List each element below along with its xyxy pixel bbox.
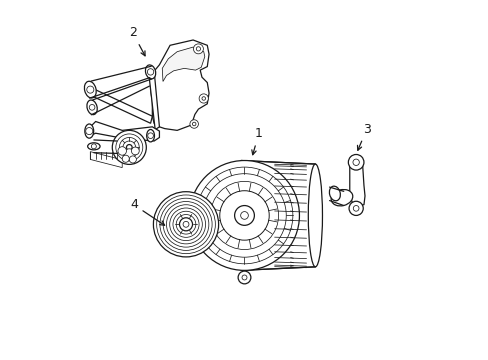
Circle shape [112, 130, 146, 165]
Circle shape [242, 275, 246, 280]
Circle shape [234, 206, 254, 225]
Ellipse shape [87, 100, 97, 114]
Ellipse shape [307, 164, 322, 267]
Text: 2: 2 [129, 26, 145, 56]
Circle shape [203, 174, 285, 257]
Circle shape [122, 141, 135, 154]
Circle shape [118, 147, 126, 155]
Circle shape [153, 192, 218, 257]
Text: 3: 3 [357, 123, 370, 150]
Polygon shape [89, 88, 152, 123]
Circle shape [91, 144, 96, 149]
Polygon shape [90, 122, 159, 141]
Circle shape [147, 69, 153, 75]
Circle shape [196, 167, 292, 264]
Text: 1: 1 [251, 127, 262, 155]
Circle shape [189, 161, 299, 270]
Circle shape [210, 181, 278, 249]
Ellipse shape [146, 130, 154, 142]
Circle shape [179, 218, 192, 231]
Circle shape [116, 134, 142, 161]
Circle shape [126, 145, 132, 150]
Text: 4: 4 [130, 198, 164, 225]
Polygon shape [349, 163, 364, 205]
Circle shape [199, 94, 208, 103]
Circle shape [196, 47, 200, 51]
Circle shape [85, 127, 93, 135]
Circle shape [348, 201, 363, 215]
Circle shape [166, 205, 205, 244]
Circle shape [193, 44, 203, 54]
Circle shape [202, 97, 205, 100]
Circle shape [156, 195, 215, 254]
Circle shape [173, 211, 199, 237]
Circle shape [86, 86, 94, 93]
Circle shape [352, 159, 359, 166]
Polygon shape [150, 40, 209, 130]
Circle shape [240, 212, 248, 219]
Circle shape [347, 154, 363, 170]
Circle shape [163, 202, 208, 247]
Circle shape [122, 155, 129, 162]
Circle shape [119, 138, 139, 157]
Circle shape [176, 215, 195, 234]
Polygon shape [90, 152, 122, 168]
Polygon shape [148, 71, 159, 130]
Ellipse shape [329, 186, 340, 201]
Circle shape [129, 156, 136, 163]
Circle shape [160, 198, 212, 251]
Ellipse shape [87, 143, 100, 150]
Polygon shape [241, 161, 315, 270]
Circle shape [238, 271, 250, 284]
Polygon shape [162, 47, 204, 81]
Ellipse shape [145, 65, 155, 79]
Circle shape [192, 122, 196, 126]
Circle shape [131, 147, 139, 155]
Circle shape [169, 208, 202, 240]
Ellipse shape [330, 189, 352, 206]
Ellipse shape [84, 124, 94, 138]
Circle shape [183, 221, 188, 227]
Circle shape [219, 191, 269, 240]
Circle shape [189, 120, 198, 128]
Circle shape [147, 133, 153, 139]
Circle shape [89, 104, 95, 110]
Circle shape [353, 206, 358, 211]
Ellipse shape [84, 81, 96, 98]
Circle shape [123, 149, 135, 160]
